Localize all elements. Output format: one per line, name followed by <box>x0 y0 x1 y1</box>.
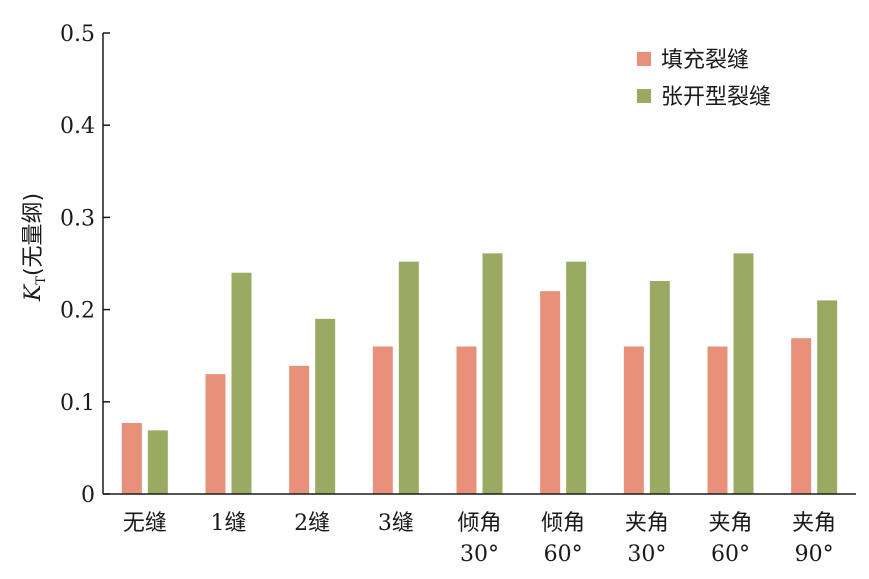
y-tick-label: 0 <box>81 483 95 508</box>
y-tick-label: 0.5 <box>60 22 95 47</box>
x-tick-label: 30° <box>460 542 499 567</box>
y-axis-label: KT(无量纲) <box>21 193 49 302</box>
x-tick-label: 倾角 <box>457 511 501 536</box>
y-axis-label-unit: (无量纲) <box>21 193 46 276</box>
y-ticks: 0 0.1 0.2 0.3 0.4 0.5 <box>60 22 110 508</box>
bar <box>315 318 336 494</box>
legend-label: 填充裂缝 <box>661 48 749 73</box>
bar <box>482 253 503 494</box>
bar <box>205 374 226 494</box>
y-axis-label-sub: T <box>34 276 49 285</box>
bar <box>398 261 419 494</box>
legend-swatch <box>637 89 651 103</box>
bar <box>456 346 477 494</box>
y-tick-label: 0.1 <box>60 391 95 416</box>
y-tick-label: 0.3 <box>60 206 95 231</box>
x-tick-label: 30° <box>627 542 666 567</box>
legend-label: 张开型裂缝 <box>661 85 771 110</box>
bar <box>817 300 838 494</box>
x-tick-label: 无缝 <box>123 511 167 536</box>
y-axis-label-main: K <box>21 283 46 302</box>
y-tick-label: 0.4 <box>60 114 95 139</box>
legend-swatch <box>637 52 651 66</box>
x-tick-label: 60° <box>711 542 750 567</box>
bar <box>791 338 812 494</box>
bar <box>372 346 393 494</box>
bars-group <box>121 253 838 494</box>
bar <box>733 253 754 494</box>
bar <box>649 281 670 494</box>
x-tick-label: 夹角 <box>625 511 669 536</box>
bar <box>121 423 142 494</box>
bar <box>540 291 561 494</box>
x-tick-labels: 无缝 1缝 2缝 3缝 倾角 30° 倾角 60° 夹角 30° 夹角 60° 夹角 90° <box>123 511 836 567</box>
bar <box>289 365 310 494</box>
x-tick-label: 夹角 <box>792 511 836 536</box>
y-tick-label: 0.2 <box>60 299 95 324</box>
x-tick-label: 1缝 <box>211 511 247 536</box>
bar <box>707 346 728 494</box>
bar <box>147 430 168 494</box>
bar <box>566 261 587 494</box>
x-tick-label: 倾角 <box>541 511 585 536</box>
bar <box>231 272 252 494</box>
x-tick-label: 夹角 <box>708 511 752 536</box>
bar <box>623 346 644 494</box>
x-tick-label: 2缝 <box>294 511 330 536</box>
x-tick-label: 3缝 <box>378 511 414 536</box>
x-tick-label: 90° <box>795 542 834 567</box>
x-tick-label: 60° <box>544 542 583 567</box>
